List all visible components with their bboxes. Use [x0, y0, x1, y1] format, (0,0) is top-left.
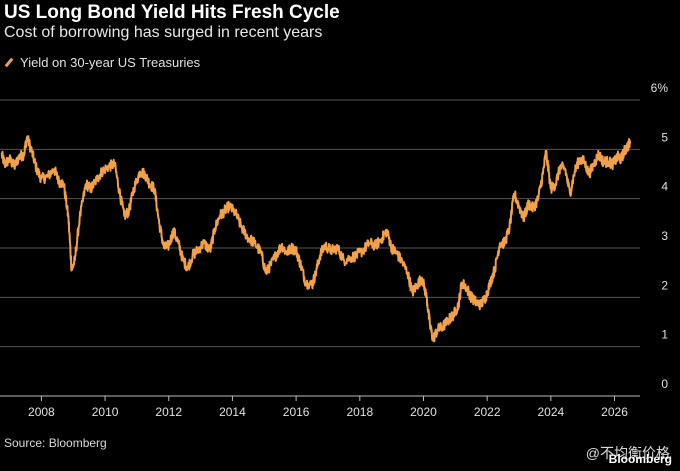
x-tick-label-2024: 2024	[537, 405, 564, 419]
x-tick-label-2010: 2010	[92, 405, 119, 419]
y-tick-label-3: 3	[661, 229, 668, 243]
brand-logo-text: Bloomberg	[608, 452, 672, 466]
x-tick-label-2008: 2008	[28, 405, 55, 419]
series-layer	[0, 135, 632, 343]
y-tick-label-1: 1	[661, 328, 668, 342]
chart-title: US Long Bond Yield Hits Fresh Cycle	[4, 2, 340, 23]
x-tick-label-2016: 2016	[283, 405, 310, 419]
y-tick-label-4: 4	[661, 180, 668, 194]
chart-legend: Yield on 30-year US Treasuries	[4, 55, 200, 70]
legend-series-label: Yield on 30-year US Treasuries	[20, 55, 201, 70]
grid-lines	[0, 99, 640, 348]
chart-subtitle: Cost of borrowing has surged in recent y…	[4, 24, 323, 41]
x-tick-label-2022: 2022	[474, 405, 501, 419]
series-line-30y-treasury-yield	[0, 135, 632, 343]
x-tick-label-2014: 2014	[219, 405, 246, 419]
x-tick-label-2026: 2026	[601, 405, 628, 419]
x-tick-label-2020: 2020	[410, 405, 437, 419]
y-tick-label-5: 5	[661, 130, 668, 144]
x-tick-label-2018: 2018	[346, 405, 373, 419]
x-axis: 2008 2010 2012 2014 2016 2018 2020 2022 2024 2026	[0, 395, 640, 419]
source-note: Source: Bloomberg	[4, 436, 107, 450]
y-tick-label-6: 6%	[651, 81, 669, 95]
y-axis: 0 1 2 3 4 5 6%	[651, 81, 669, 391]
y-tick-label-0: 0	[661, 377, 668, 391]
y-tick-label-2: 2	[661, 278, 668, 292]
watermark-text: @不均衡价格	[585, 445, 670, 461]
x-tick-label-2012: 2012	[155, 405, 182, 419]
